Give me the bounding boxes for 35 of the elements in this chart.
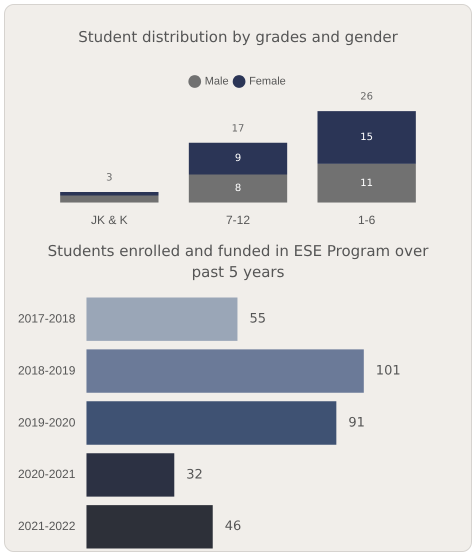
data-label: 11 — [360, 178, 374, 189]
data-label: 55 — [249, 312, 266, 327]
bar — [317, 164, 416, 203]
total-label: 17 — [232, 123, 244, 134]
total-label: 3 — [106, 172, 113, 184]
data-label: 9 — [234, 153, 242, 164]
bar — [86, 453, 174, 497]
bar — [86, 505, 213, 549]
bar — [317, 111, 416, 164]
chart-title: Students enrolled and funded in ESE Program over past 5 years — [46, 241, 430, 283]
y-tick-label: 2020-2021 — [18, 467, 76, 482]
data-label: 46 — [224, 519, 242, 534]
bar — [60, 196, 159, 203]
bar — [86, 401, 336, 445]
bar — [188, 142, 288, 174]
chart-title: Student distribution by grades and gender — [77, 27, 399, 48]
legend-label: Male — [204, 76, 229, 88]
y-tick-label: 2019-2020 — [18, 415, 76, 430]
data-label: 101 — [376, 363, 401, 378]
bar — [60, 192, 159, 196]
x-tick-label: 1-6 — [358, 213, 376, 228]
y-tick-label: 2017-2018 — [18, 311, 76, 326]
bar — [86, 297, 238, 341]
total-label: 26 — [360, 92, 374, 103]
bar — [86, 349, 364, 393]
data-label: 15 — [360, 132, 374, 144]
data-label: 32 — [186, 467, 203, 482]
bar — [188, 174, 288, 203]
y-tick-label: 2021-2022 — [18, 519, 76, 534]
x-tick-label: 7-12 — [226, 213, 250, 228]
legend-label: Female — [249, 76, 286, 88]
x-tick-label: JK & K — [90, 213, 128, 228]
y-tick-label: 2018-2019 — [18, 363, 76, 378]
data-label: 91 — [348, 415, 365, 430]
data-label: 8 — [234, 183, 242, 194]
